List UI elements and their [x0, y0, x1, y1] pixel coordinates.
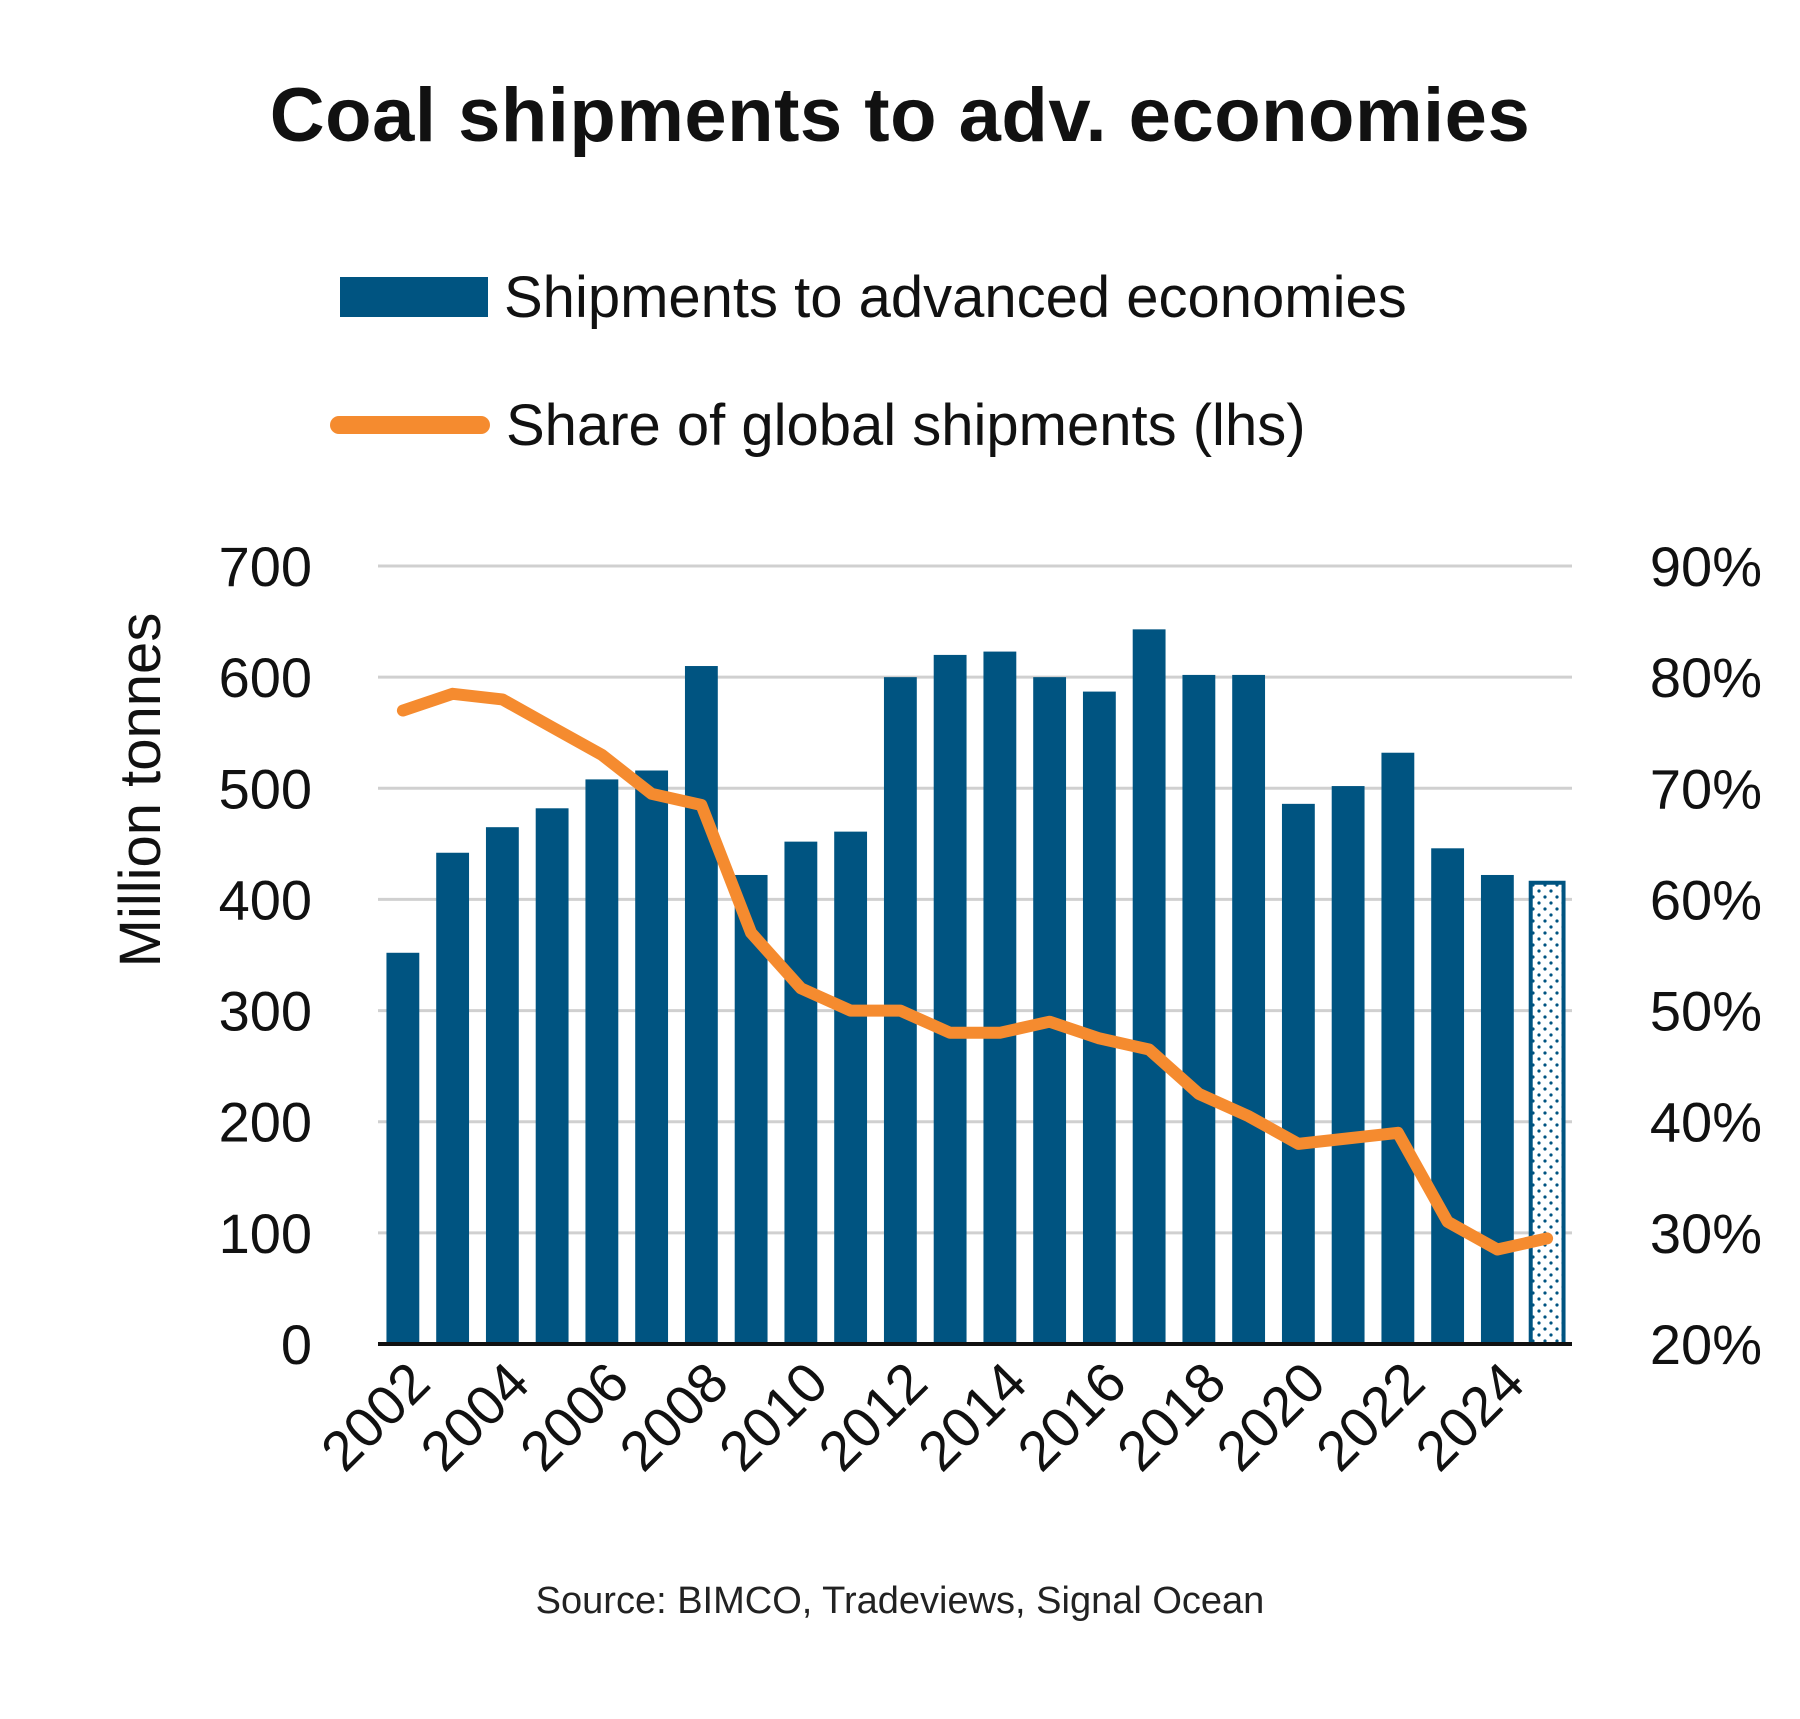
y2-tick-label: 90% — [1650, 535, 1762, 598]
legend-label-bars: Shipments to advanced economies — [504, 264, 1407, 330]
y2-tick-label: 70% — [1650, 757, 1762, 820]
x-tick-label: 2018 — [1105, 1350, 1238, 1483]
y-tick-label: 500 — [219, 757, 312, 820]
x-tick-label: 2008 — [607, 1350, 740, 1483]
x-tick-label: 2020 — [1204, 1350, 1337, 1483]
bar-2008 — [684, 666, 718, 1344]
source-note: Source: BIMCO, Tradeviews, Signal Ocean — [535, 1580, 1265, 1622]
bar-2005 — [535, 808, 569, 1344]
y-tick-label: 700 — [219, 535, 312, 598]
legend-label-line: Share of global shipments (lhs) — [506, 392, 1306, 458]
y-axis-label: Million tonnes — [108, 613, 173, 968]
legend-item-bars: Shipments to advanced economies — [340, 262, 1407, 332]
bar-2006 — [585, 779, 619, 1344]
bar-2013 — [933, 654, 967, 1344]
x-tick-label: 2014 — [906, 1350, 1039, 1483]
share-line — [396, 687, 1554, 1256]
x-tick-label: 2016 — [1005, 1350, 1138, 1483]
y-tick-label: 0 — [281, 1313, 312, 1376]
y-tick-label: 400 — [219, 868, 312, 931]
bar-2010 — [784, 841, 818, 1344]
legend-swatch-bar — [340, 277, 488, 317]
y2-tick-label: 30% — [1650, 1202, 1762, 1265]
bar-2017 — [1132, 629, 1166, 1344]
bar-2025 — [1528, 880, 1566, 1346]
x-tick-label: 2024 — [1403, 1350, 1536, 1483]
bar-2020 — [1281, 803, 1315, 1344]
y2-tick-label: 20% — [1650, 1313, 1762, 1376]
legend-swatch-line — [330, 416, 490, 434]
bar-2002 — [386, 952, 420, 1344]
bar-2015 — [1033, 677, 1067, 1344]
y2-tick-label: 80% — [1650, 646, 1762, 709]
bar-2019 — [1232, 674, 1266, 1344]
bar-2024 — [1480, 874, 1514, 1344]
x-tick-label: 2004 — [408, 1350, 541, 1483]
bar-2003 — [436, 852, 470, 1344]
x-tick-label: 2022 — [1304, 1350, 1437, 1483]
bar-2007 — [635, 770, 669, 1344]
y2-tick-label: 40% — [1650, 1091, 1762, 1154]
x-tick-label: 2010 — [707, 1350, 840, 1483]
x-tick-label: 2002 — [309, 1350, 442, 1483]
bar-2023 — [1431, 848, 1465, 1344]
bar-2022 — [1381, 752, 1415, 1344]
y-tick-label: 200 — [219, 1091, 312, 1154]
bar-2018 — [1182, 674, 1216, 1344]
x-tick-label: 2012 — [806, 1350, 939, 1483]
bar-2021 — [1331, 786, 1365, 1344]
bar-2016 — [1082, 691, 1116, 1344]
y2-tick-label: 60% — [1650, 868, 1762, 931]
y2-tick-label: 50% — [1650, 980, 1762, 1043]
chart-title: Coal shipments to adv. economies — [269, 73, 1531, 158]
legend-item-line: Share of global shipments (lhs) — [330, 390, 1306, 460]
x-tick-label: 2006 — [508, 1350, 641, 1483]
y-tick-label: 100 — [219, 1202, 312, 1265]
bar-2014 — [983, 651, 1017, 1344]
bar-2011 — [834, 831, 868, 1344]
y-tick-label: 600 — [219, 646, 312, 709]
bar-2004 — [485, 827, 519, 1344]
y-tick-label: 300 — [219, 980, 312, 1043]
